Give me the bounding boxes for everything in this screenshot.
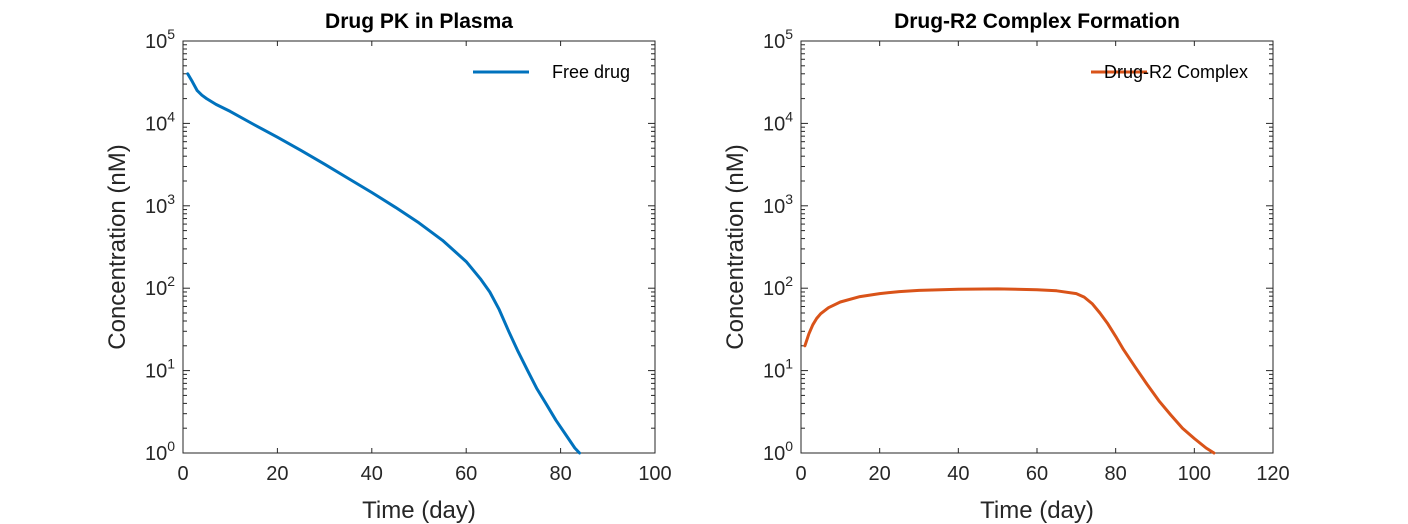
x-tick-label: 80 (1105, 463, 1127, 485)
y-axis-label: Concentration (nM) (104, 144, 131, 349)
x-tick-label: 120 (1256, 463, 1289, 485)
x-tick-label: 100 (1178, 463, 1211, 485)
series-line-1 (803, 287, 1216, 455)
y-tick-label: 100 (763, 438, 793, 465)
x-tick-label: 60 (455, 463, 477, 485)
x-tick-label: 20 (869, 463, 891, 485)
panels: Drug PK in Plasma Time (day) Concentration… (104, 10, 1290, 524)
y-tick-label: 100 (145, 438, 175, 465)
y-tick-label: 101 (763, 356, 793, 383)
y-axis-label: Concentration (nM) (722, 144, 749, 349)
y-tick-label: 105 (763, 26, 793, 53)
y-tick-label: 102 (145, 273, 175, 300)
series-line-1 (186, 72, 581, 455)
x-tick-label: 40 (361, 463, 383, 485)
y-tick-label: 104 (763, 108, 793, 135)
x-tick-label: 0 (795, 463, 806, 485)
chart-panel-1: Drug PK in Plasma Time (day) Concentration… (104, 10, 672, 524)
y-tick-label: 101 (145, 356, 175, 383)
y-tick-label: 102 (763, 273, 793, 300)
plot-area-frame (182, 40, 656, 454)
x-tick-label: 60 (1026, 463, 1048, 485)
x-axis-label: Time (day) (980, 497, 1094, 524)
x-tick-label: 80 (549, 463, 571, 485)
legend-label: Free drug (552, 62, 630, 82)
legend-label: Drug-R2 Complex (1104, 62, 1248, 82)
y-tick-label: 104 (145, 108, 175, 135)
chart-panel-2: Drug-R2 Complex Formation Time (day) Conce… (722, 10, 1290, 524)
y-tick-label: 103 (763, 191, 793, 218)
x-tick-label: 40 (947, 463, 969, 485)
x-tick-label: 100 (638, 463, 671, 485)
x-axis-label: Time (day) (362, 497, 476, 524)
y-tick-label: 103 (145, 191, 175, 218)
y-tick-label: 105 (145, 26, 175, 53)
x-tick-label: 20 (266, 463, 288, 485)
chart-title: Drug PK in Plasma (325, 10, 513, 33)
chart-title: Drug-R2 Complex Formation (894, 10, 1180, 33)
x-tick-label: 0 (177, 463, 188, 485)
